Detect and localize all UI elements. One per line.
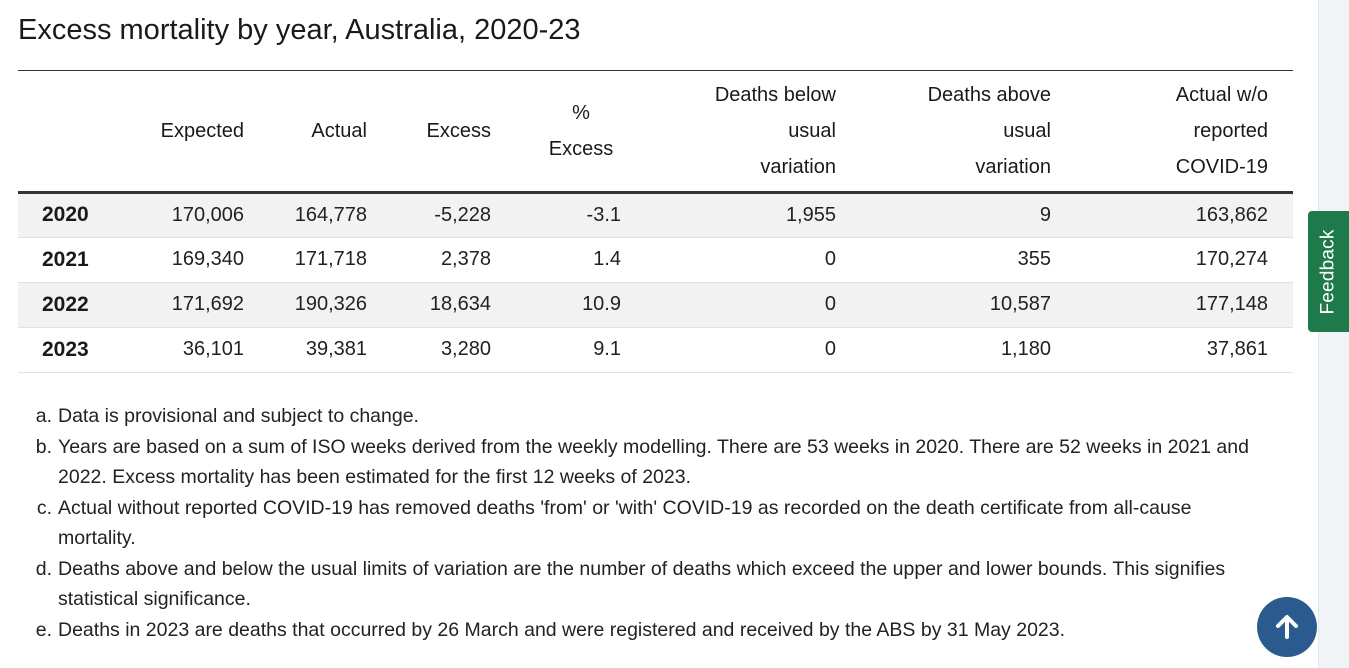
table-row: 2023 36,101 39,381 3,280 9.1 0 1,180 37,… <box>18 327 1293 373</box>
footnote-item: e. Deaths in 2023 are deaths that occurre… <box>18 615 1273 646</box>
column-header-wo-line1: Actual w/o <box>1175 84 1268 107</box>
footnote-item: a. Data is provisional and subject to cha… <box>18 401 1273 432</box>
row-year-cell: 2023 <box>18 327 128 373</box>
footnote-text: Deaths above and below the usual limits … <box>58 557 1226 611</box>
deaths-below-cell: 1,955 <box>621 192 836 238</box>
table-body: 2020 170,006 164,778 -5,228 -3.1 1,955 9… <box>18 192 1293 373</box>
column-header-deaths-below-line3: variation <box>760 156 836 179</box>
table-header-row: Expected Actual Excess % Excess Deaths b… <box>18 72 1293 192</box>
column-header-deaths-above: Deaths above usual variation <box>836 72 1051 192</box>
row-year-cell: 2022 <box>18 282 128 328</box>
column-header-excess: Excess <box>426 120 491 143</box>
actual-without-covid-cell: 177,148 <box>1051 282 1293 328</box>
footnote-item: c. Actual without reported COVID-19 has r… <box>18 493 1273 554</box>
excess-cell: 18,634 <box>367 282 491 328</box>
footnote-item: b. Years are based on a sum of ISO weeks … <box>18 432 1273 493</box>
actual-cell: 164,778 <box>244 192 367 238</box>
expected-cell: 170,006 <box>128 192 244 238</box>
expected-cell: 171,692 <box>128 282 244 328</box>
deaths-above-cell: 10,587 <box>836 282 1051 328</box>
excess-cell: -5,228 <box>367 192 491 238</box>
expected-cell: 36,101 <box>128 327 244 373</box>
feedback-label: Feedback <box>1317 228 1339 315</box>
column-header-wo-line3: COVID-19 <box>1175 156 1268 179</box>
column-header-deaths-below-line1: Deaths below <box>714 84 836 107</box>
footnote-marker: c. <box>36 496 52 519</box>
pct-excess-cell: 9.1 <box>491 327 621 373</box>
footnote-text: Data is provisional and subject to chang… <box>58 405 419 427</box>
actual-without-covid-cell: 163,862 <box>1051 192 1293 238</box>
table-row: 2021 169,340 171,718 2,378 1.4 0 355 170… <box>18 237 1293 283</box>
column-header-deaths-above-line1: Deaths above <box>927 84 1051 107</box>
column-header-pct-excess-line2: Excess <box>548 138 614 161</box>
footnote-text: Deaths in 2023 are deaths that occurred … <box>58 618 1066 641</box>
table-row: 2020 170,006 164,778 -5,228 -3.1 1,955 9… <box>18 192 1293 238</box>
table-top-rule <box>18 70 1293 71</box>
column-header-actual-without-covid: Actual w/o reported COVID-19 <box>1051 72 1293 192</box>
footnote-marker: a. <box>35 405 52 427</box>
column-header-pct-excess-line1: % <box>572 102 590 125</box>
column-header-deaths-below: Deaths below usual variation <box>621 72 836 192</box>
footnote-text: Actual without reported COVID-19 has rem… <box>58 496 1192 550</box>
excess-cell: 3,280 <box>367 327 491 373</box>
scrollbar-track[interactable] <box>1318 0 1349 668</box>
back-to-top-button[interactable] <box>1257 597 1317 657</box>
table-row: 2022 171,692 190,326 18,634 10.9 0 10,58… <box>18 282 1293 328</box>
footnote-marker: e. <box>35 618 52 641</box>
actual-cell: 39,381 <box>244 327 367 373</box>
deaths-above-cell: 355 <box>836 237 1051 283</box>
deaths-above-cell: 1,180 <box>836 327 1051 373</box>
deaths-below-cell: 0 <box>621 282 836 328</box>
footnote-item: d. Deaths above and below the usual limit… <box>18 554 1273 615</box>
feedback-button[interactable]: Feedback <box>1308 211 1349 332</box>
column-header-actual: Actual <box>311 120 367 143</box>
pct-excess-cell: 1.4 <box>491 237 621 283</box>
arrow-up-icon <box>1276 615 1298 639</box>
actual-without-covid-cell: 170,274 <box>1051 237 1293 283</box>
expected-cell: 169,340 <box>128 237 244 283</box>
column-header-deaths-above-line3: variation <box>975 156 1051 179</box>
excess-mortality-table: Expected Actual Excess % Excess Deaths b… <box>18 72 1293 373</box>
column-header-pct-excess: % Excess <box>491 72 621 192</box>
deaths-below-cell: 0 <box>621 237 836 283</box>
column-header-year <box>18 72 128 192</box>
table-header: Expected Actual Excess % Excess Deaths b… <box>18 72 1293 192</box>
actual-cell: 171,718 <box>244 237 367 283</box>
column-header-deaths-above-line2: usual <box>1003 120 1051 143</box>
footnote-text: Years are based on a sum of ISO weeks de… <box>58 435 1249 489</box>
footnote-marker: b. <box>35 435 52 458</box>
pct-excess-cell: -3.1 <box>491 192 621 238</box>
pct-excess-cell: 10.9 <box>491 282 621 328</box>
footnote-marker: d. <box>35 557 52 580</box>
column-header-expected: Expected <box>160 120 244 143</box>
column-header-deaths-below-line2: usual <box>788 120 836 143</box>
actual-cell: 190,326 <box>244 282 367 328</box>
column-header-wo-line2: reported <box>1193 120 1269 143</box>
table-footnotes: a. Data is provisional and subject to cha… <box>18 401 1273 645</box>
excess-cell: 2,378 <box>367 237 491 283</box>
row-year-cell: 2021 <box>18 237 128 283</box>
page-title: Excess mortality by year, Australia, 202… <box>18 14 581 46</box>
deaths-below-cell: 0 <box>621 327 836 373</box>
actual-without-covid-cell: 37,861 <box>1051 327 1293 373</box>
deaths-above-cell: 9 <box>836 192 1051 238</box>
row-year-cell: 2020 <box>18 192 128 238</box>
